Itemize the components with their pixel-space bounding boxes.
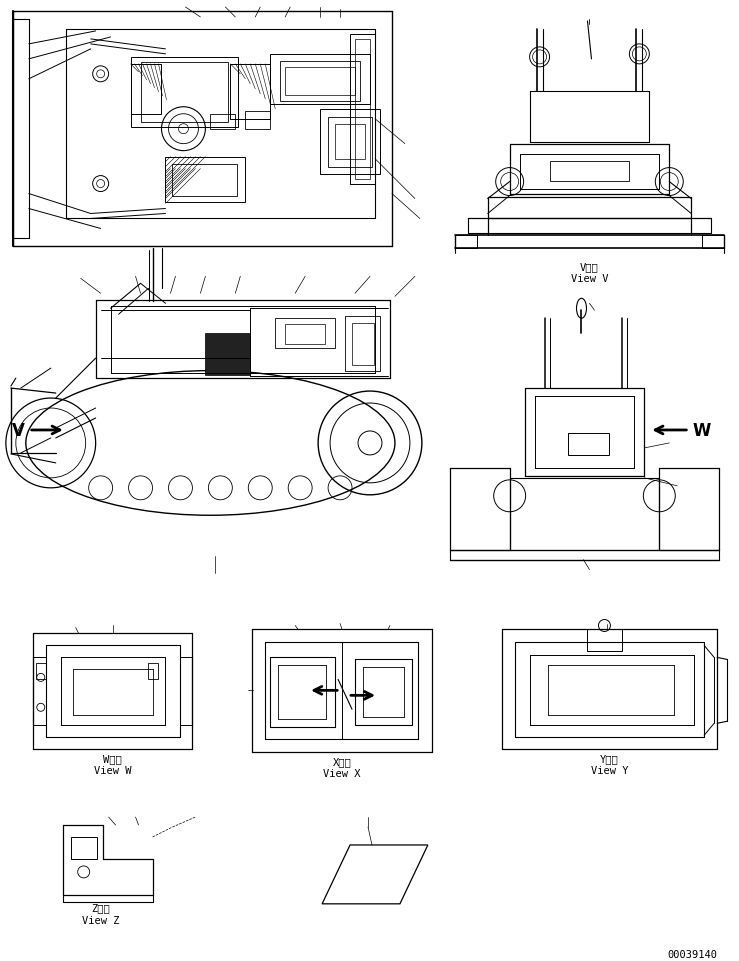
Bar [166, 158, 245, 203]
Text: Z　視: Z 視 [92, 901, 110, 912]
Text: Y　視: Y 視 [600, 753, 619, 763]
Text: View Z: View Z [82, 915, 120, 924]
Bar [550, 161, 630, 182]
Bar [588, 629, 622, 652]
Text: V: V [13, 422, 25, 439]
Text: View X: View X [324, 769, 361, 778]
Bar [345, 317, 380, 372]
Bar [285, 325, 325, 345]
Bar [71, 837, 97, 859]
Text: View W: View W [94, 765, 132, 776]
Bar [245, 111, 270, 130]
Bar [328, 117, 372, 167]
Text: X　視: X 視 [333, 756, 352, 766]
Bar [148, 664, 157, 679]
Bar [172, 164, 237, 196]
Bar [320, 110, 380, 174]
Bar [131, 64, 160, 114]
Bar [131, 58, 238, 128]
Bar [275, 319, 335, 349]
Bar [335, 125, 365, 160]
Text: View V: View V [571, 274, 608, 284]
Bar [211, 114, 235, 130]
Bar [280, 62, 360, 102]
Bar [231, 64, 270, 119]
Text: W　視: W 視 [103, 753, 122, 763]
Bar [454, 236, 477, 249]
Bar [350, 35, 375, 185]
Bar [140, 62, 228, 123]
Bar [270, 55, 370, 105]
Text: 00039140: 00039140 [667, 949, 717, 959]
Bar [285, 68, 355, 96]
Text: View Y: View Y [590, 765, 628, 776]
Bar [35, 664, 46, 679]
Bar [205, 333, 251, 376]
Text: W: W [692, 422, 710, 439]
Bar [355, 39, 370, 180]
Bar [568, 433, 610, 456]
Text: V　視: V 視 [580, 262, 599, 272]
Bar [702, 236, 724, 249]
Bar [352, 324, 374, 366]
